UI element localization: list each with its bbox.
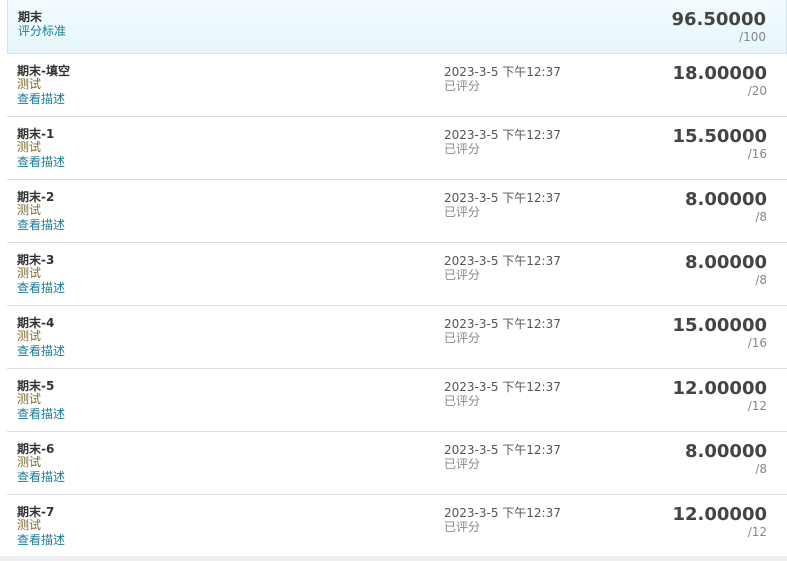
- view-description-link[interactable]: 查看描述: [17, 218, 66, 232]
- grade-status: 已评分: [444, 205, 481, 219]
- grade-row: 期末-1 测试 查看描述 2023-3-5 下午12:37 已评分 15.500…: [7, 117, 787, 180]
- item-type: 测试: [17, 266, 42, 280]
- view-description-link[interactable]: 查看描述: [17, 470, 66, 484]
- grade-row: 期末-2 测试 查看描述 2023-3-5 下午12:37 已评分 8.0000…: [7, 180, 787, 243]
- graded-date: 2023-3-5 下午12:37: [444, 380, 561, 394]
- item-score: 12.00000: [672, 504, 767, 525]
- grade-row: 期末-5 测试 查看描述 2023-3-5 下午12:37 已评分 12.000…: [7, 369, 787, 432]
- item-score: 8.00000: [685, 252, 767, 273]
- item-title: 期末-6: [17, 442, 55, 456]
- grade-status: 已评分: [444, 331, 481, 345]
- item-type: 测试: [17, 329, 42, 343]
- view-description-link[interactable]: 查看描述: [17, 92, 66, 106]
- grade-status: 已评分: [444, 394, 481, 408]
- grade-row: 期末-7 测试 查看描述 2023-3-5 下午12:37 已评分 12.000…: [7, 495, 787, 558]
- graded-date: 2023-3-5 下午12:37: [444, 191, 561, 205]
- grade-row: 期末-3 测试 查看描述 2023-3-5 下午12:37 已评分 8.0000…: [7, 243, 787, 306]
- graded-date: 2023-3-5 下午12:37: [444, 254, 561, 268]
- item-max: /16: [747, 336, 767, 350]
- item-max: /12: [747, 399, 767, 413]
- item-type: 测试: [17, 518, 42, 532]
- item-score: 18.00000: [672, 63, 767, 84]
- view-description-link[interactable]: 查看描述: [17, 533, 66, 547]
- item-score: 12.00000: [672, 378, 767, 399]
- graded-date: 2023-3-5 下午12:37: [444, 317, 561, 331]
- grade-status: 已评分: [444, 79, 481, 93]
- summary-title: 期末: [18, 10, 43, 24]
- grade-status: 已评分: [444, 268, 481, 282]
- view-description-link[interactable]: 查看描述: [17, 155, 66, 169]
- grade-row: 期末-6 测试 查看描述 2023-3-5 下午12:37 已评分 8.0000…: [7, 432, 787, 495]
- item-max: /16: [747, 147, 767, 161]
- total-score: 96.50000: [671, 9, 766, 30]
- rubric-link[interactable]: 评分标准: [18, 24, 67, 38]
- item-score: 15.00000: [672, 315, 767, 336]
- summary-row: 期末 评分标准 96.50000 /100: [7, 0, 787, 54]
- grade-status: 已评分: [444, 142, 481, 156]
- item-title: 期末-填空: [17, 64, 70, 78]
- view-description-link[interactable]: 查看描述: [17, 344, 66, 358]
- graded-date: 2023-3-5 下午12:37: [444, 65, 561, 79]
- item-max: /20: [747, 84, 767, 98]
- view-description-link[interactable]: 查看描述: [17, 407, 66, 421]
- graded-date: 2023-3-5 下午12:37: [444, 443, 561, 457]
- grade-row: 期末-填空 测试 查看描述 2023-3-5 下午12:37 已评分 18.00…: [7, 54, 787, 117]
- grade-status: 已评分: [444, 520, 481, 534]
- item-title: 期末-4: [17, 316, 55, 330]
- item-max: /12: [747, 525, 767, 539]
- total-max: /100: [739, 30, 766, 44]
- item-type: 测试: [17, 392, 42, 406]
- item-title: 期末-1: [17, 127, 55, 141]
- graded-date: 2023-3-5 下午12:37: [444, 506, 561, 520]
- item-title: 期末-5: [17, 379, 55, 393]
- item-score: 15.50000: [672, 126, 767, 147]
- view-description-link[interactable]: 查看描述: [17, 281, 66, 295]
- item-type: 测试: [17, 203, 42, 217]
- item-score: 8.00000: [685, 441, 767, 462]
- item-max: /8: [755, 273, 767, 287]
- graded-date: 2023-3-5 下午12:37: [444, 128, 561, 142]
- item-title: 期末-3: [17, 253, 55, 267]
- item-title: 期末-2: [17, 190, 55, 204]
- item-score: 8.00000: [685, 189, 767, 210]
- item-max: /8: [755, 462, 767, 476]
- item-type: 测试: [17, 455, 42, 469]
- grades-list: 期末 评分标准 96.50000 /100 期末-填空 测试 查看描述 2023…: [7, 0, 787, 558]
- item-type: 测试: [17, 77, 42, 91]
- grade-status: 已评分: [444, 457, 481, 471]
- grade-row: 期末-4 测试 查看描述 2023-3-5 下午12:37 已评分 15.000…: [7, 306, 787, 369]
- item-type: 测试: [17, 140, 42, 154]
- footer-bar: [0, 556, 787, 561]
- item-title: 期末-7: [17, 505, 55, 519]
- item-max: /8: [755, 210, 767, 224]
